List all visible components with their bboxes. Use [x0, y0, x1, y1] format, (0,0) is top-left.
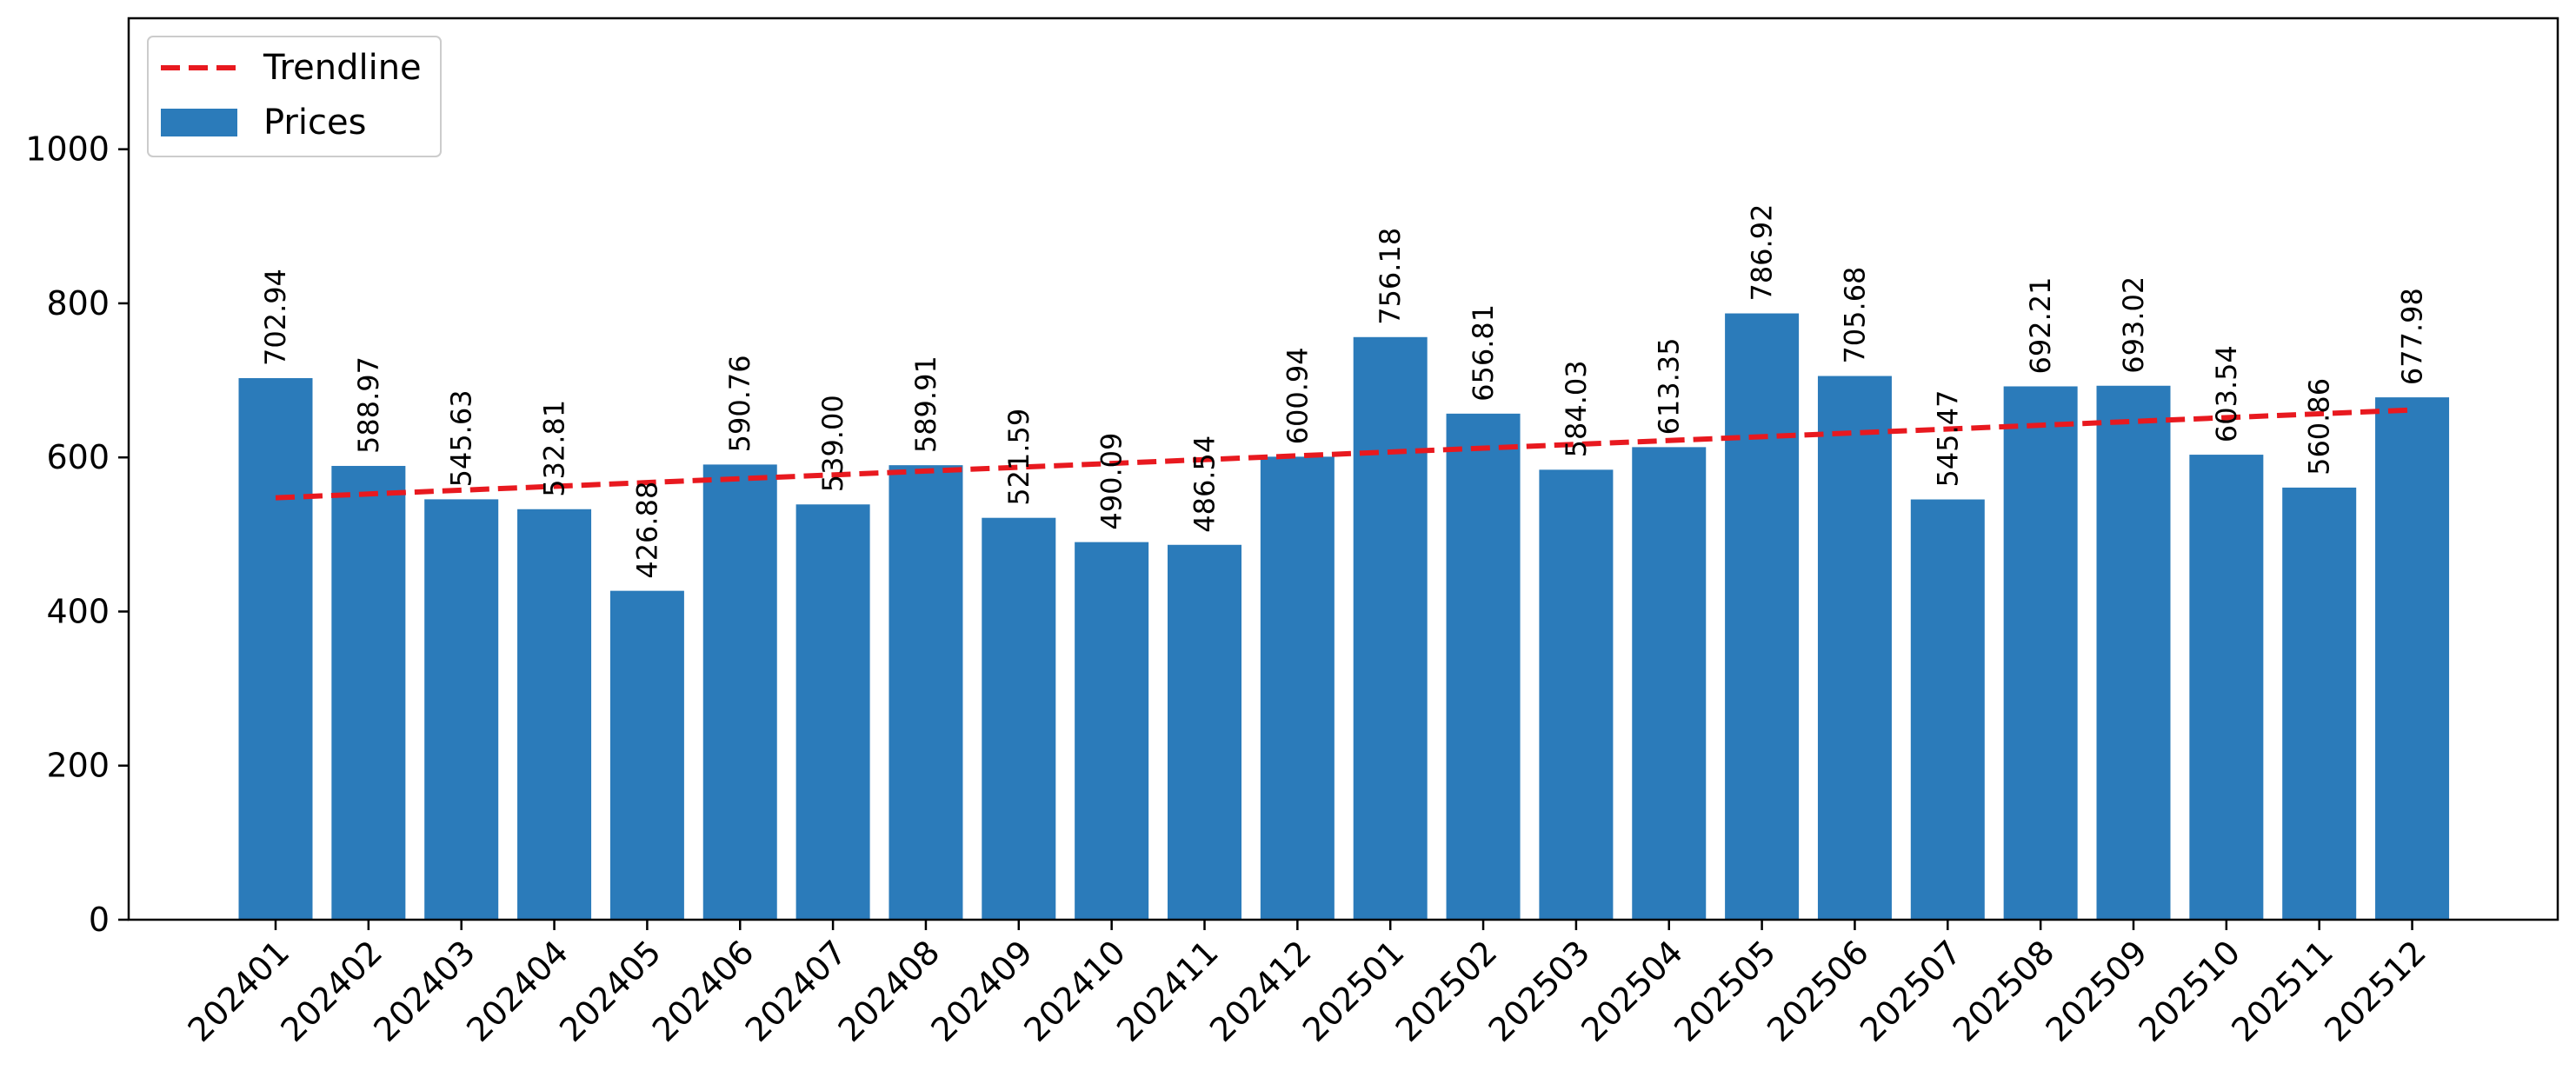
bar-value-label: 590.76 [723, 355, 756, 452]
bar [331, 465, 406, 920]
plot-frame [127, 17, 2559, 921]
bar [517, 509, 592, 920]
bars-layer [238, 313, 2450, 921]
bar-value-label: 426.88 [630, 482, 663, 579]
y-tick-label: 800 [46, 284, 110, 323]
bar-value-label: 656.81 [1467, 304, 1500, 402]
bar-value-label: 702.94 [259, 269, 292, 366]
bar [609, 590, 684, 920]
bar [1260, 456, 1335, 920]
bar [795, 504, 870, 920]
bar-value-label: 786.92 [1746, 204, 1779, 302]
bar [238, 377, 313, 921]
legend-label-prices: Prices [263, 103, 366, 143]
bar-labels-layer: 702.94 588.97 545.63 532.81 426.88 590.76 539.… [259, 204, 2429, 579]
trendline-layer [275, 407, 2413, 501]
bar [702, 464, 777, 920]
bar [1632, 447, 1707, 920]
bar-value-label: 532.81 [538, 400, 571, 497]
y-tick-label: 600 [46, 438, 110, 476]
bar [1075, 542, 1149, 920]
y-tick-label: 0 [89, 901, 110, 939]
legend-label-trendline: Trendline [263, 48, 422, 88]
bar-value-label: 677.98 [2396, 288, 2429, 385]
bar [889, 465, 963, 920]
bar [2282, 487, 2357, 920]
bar-value-label: 490.09 [1095, 433, 1128, 530]
trendline [275, 407, 2413, 501]
bar-value-label: 545.47 [1931, 390, 1964, 488]
bar-value-label: 603.54 [2210, 345, 2243, 442]
bar-value-label: 560.86 [2303, 378, 2336, 475]
bar [1725, 313, 1800, 920]
bar [424, 499, 499, 920]
bar [1168, 544, 1241, 920]
bar-value-label: 613.35 [1653, 337, 1686, 435]
bar-value-label: 692.21 [2024, 277, 2057, 375]
bar-value-label: 600.94 [1281, 347, 1314, 444]
bar [1539, 469, 1614, 920]
y-tick-label: 1000 [25, 130, 110, 169]
bar-value-label: 545.63 [445, 389, 478, 487]
bar [1817, 376, 1892, 920]
bar-value-label: 588.97 [352, 356, 385, 454]
bar [1910, 499, 1985, 920]
bar [2375, 397, 2450, 921]
bar-value-label: 521.59 [1002, 409, 1035, 506]
bar [1446, 413, 1521, 921]
y-tick-label: 200 [46, 747, 110, 785]
bar-value-label: 756.18 [1374, 228, 1407, 325]
legend-prices-swatch [161, 109, 237, 136]
bar [982, 517, 1056, 920]
bar-value-label: 539.00 [816, 395, 849, 492]
legend: Trendline Prices [147, 36, 442, 157]
bar [1353, 336, 1428, 920]
bar [2189, 455, 2264, 920]
bar-value-label: 693.02 [2117, 276, 2150, 374]
bar [2096, 385, 2171, 920]
bar-value-label: 486.54 [1188, 436, 1221, 533]
bar-value-label: 589.91 [909, 356, 942, 453]
y-tick-label: 400 [46, 592, 110, 630]
bar-value-label: 705.68 [1838, 267, 1871, 364]
bar [2003, 386, 2078, 921]
bar-value-label: 584.03 [1560, 360, 1593, 457]
